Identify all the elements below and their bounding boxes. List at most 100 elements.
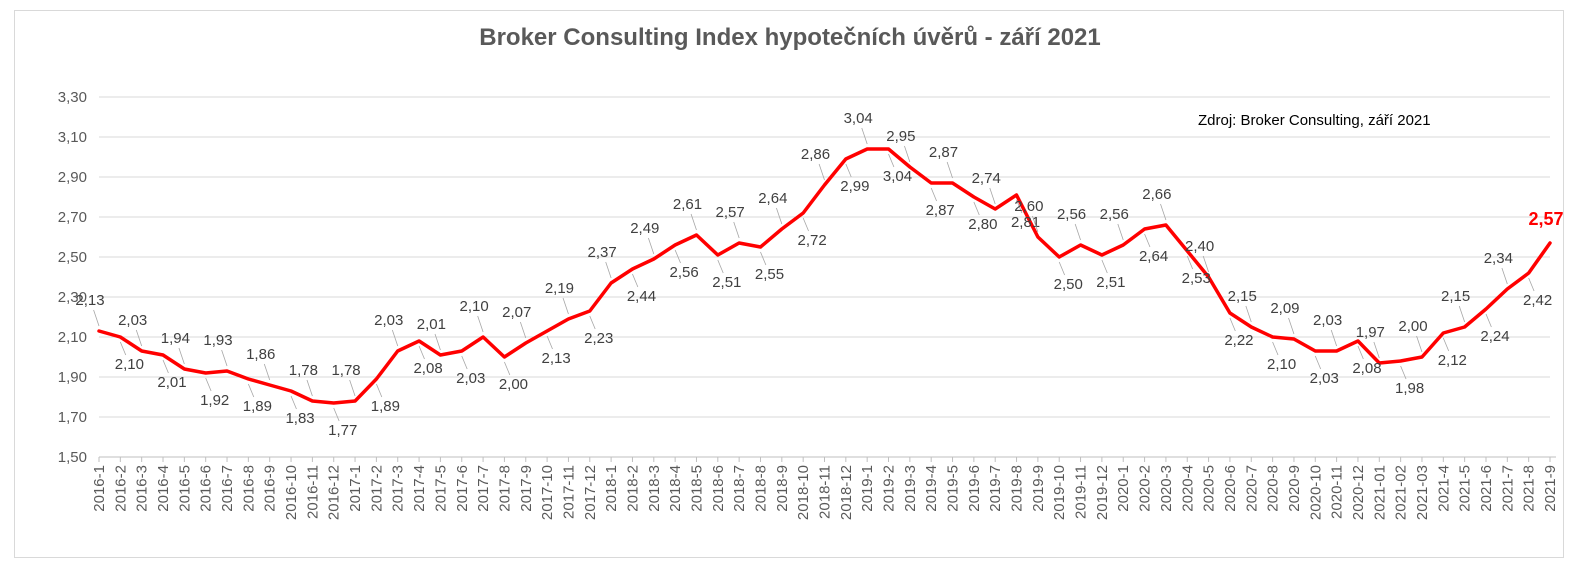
x-tick-label: 2020-7 [1243, 465, 1260, 512]
data-label-leader [1160, 203, 1167, 221]
data-label: 1,77 [328, 422, 357, 439]
data-label: 3,04 [844, 110, 873, 127]
data-label-leader [178, 347, 185, 365]
x-tick-label: 2018-9 [774, 465, 791, 512]
x-tick-label: 2018-2 [624, 465, 641, 512]
data-label-leader [888, 153, 895, 168]
data-label: 2,03 [1313, 312, 1342, 329]
x-tick-label: 2016-2 [112, 465, 129, 512]
x-tick-label: 2020-2 [1137, 465, 1154, 512]
data-label-leader [1117, 223, 1124, 241]
data-label: 2,60 [1014, 198, 1043, 215]
data-label-leader [632, 273, 639, 288]
data-label-leader [1400, 365, 1407, 380]
x-tick-label: 2019-9 [1030, 465, 1047, 512]
y-tick-label: 2,10 [58, 329, 87, 346]
data-label: 2,87 [929, 144, 958, 161]
data-label: 2,74 [972, 170, 1001, 187]
data-label: 2,03 [1310, 370, 1339, 387]
data-label: 2,22 [1224, 332, 1253, 349]
y-tick-label: 3,30 [58, 89, 87, 106]
x-tick-label: 2020-3 [1158, 465, 1175, 512]
data-label-leader [162, 359, 169, 374]
x-tick-label: 2019-11 [1073, 465, 1090, 519]
data-label-leader [461, 355, 468, 370]
data-label-leader [690, 213, 697, 231]
x-tick-label: 2021-02 [1393, 465, 1410, 520]
data-label-leader [519, 321, 527, 339]
data-label: 2,15 [1228, 288, 1257, 305]
data-label-leader [418, 345, 425, 360]
x-tick-label: 2019-10 [1051, 465, 1068, 520]
data-label: 1,83 [285, 410, 314, 427]
data-label-leader [1229, 317, 1236, 332]
data-label-leader [477, 315, 484, 333]
x-tick-label: 2018-10 [795, 465, 812, 520]
data-label-leader [861, 127, 868, 145]
data-label: 2,99 [840, 178, 869, 195]
x-tick-label: 2020-6 [1222, 465, 1239, 512]
data-label: 2,03 [374, 312, 403, 329]
data-label-leader [1442, 337, 1450, 352]
data-label-leader [802, 217, 809, 232]
y-tick-label: 3,10 [58, 129, 87, 146]
data-label-leader [1202, 255, 1209, 273]
data-label: 2,08 [413, 360, 442, 377]
x-tick-label: 2019-12 [1094, 465, 1111, 520]
data-label-leader [349, 379, 356, 397]
data-label-leader [391, 329, 399, 347]
x-tick-label: 2019-6 [966, 465, 983, 512]
data-label-leader [1288, 317, 1295, 335]
x-tick-label: 2019-4 [923, 465, 940, 512]
x-tick-label: 2020-12 [1350, 465, 1367, 520]
data-label: 2,42 [1523, 292, 1552, 309]
data-label-leader [119, 341, 127, 356]
data-label: 2,01 [417, 316, 446, 333]
y-tick-label: 2,70 [58, 209, 87, 226]
x-tick-label: 2018-4 [667, 465, 684, 512]
data-label: 2,37 [588, 244, 617, 261]
x-tick-label: 2016-11 [304, 465, 321, 519]
x-tick-label: 2021-5 [1457, 465, 1474, 512]
data-label: 2,49 [630, 220, 659, 237]
data-label: 1,89 [243, 398, 272, 415]
x-tick-label: 2018-12 [838, 465, 855, 520]
data-label: 2,53 [1182, 270, 1211, 287]
data-label: 2,72 [798, 232, 827, 249]
x-tick-label: 2017-9 [518, 465, 535, 512]
data-label: 2,09 [1270, 300, 1299, 317]
data-label: 1,98 [1395, 380, 1424, 397]
data-label-leader [760, 251, 767, 266]
data-label: 2,80 [968, 216, 997, 233]
data-label-leader [93, 309, 100, 327]
x-tick-label: 2016-1 [91, 465, 108, 512]
data-label: 2,81 [1011, 214, 1040, 231]
x-tick-label: 2020-11 [1329, 465, 1346, 519]
data-label: 2,64 [758, 190, 787, 207]
data-label: 2,87 [926, 202, 955, 219]
x-tick-label: 2018-7 [731, 465, 748, 512]
x-tick-label: 2016-5 [176, 465, 193, 512]
series-line [97, 147, 1552, 405]
x-tick-label: 2016-10 [283, 465, 300, 520]
data-label-leader [221, 349, 228, 367]
data-label: 2,95 [886, 128, 915, 145]
data-label: 2,15 [1441, 288, 1470, 305]
data-label: 2,44 [627, 288, 656, 305]
data-label-leader [263, 363, 271, 381]
x-tick-label: 2017-10 [539, 465, 556, 520]
data-label-leader [1016, 199, 1023, 214]
data-label: 1,92 [200, 392, 229, 409]
data-label-leader [605, 261, 612, 279]
data-label-leader [1245, 305, 1252, 323]
data-label-leader [717, 259, 724, 274]
data-label-leader [1144, 233, 1151, 248]
data-label: 2,24 [1480, 328, 1509, 345]
data-label-leader [333, 407, 340, 422]
data-label-leader [989, 187, 996, 205]
data-label-leader [135, 329, 143, 347]
x-tick-label: 2017-5 [432, 465, 449, 512]
data-label: 1,94 [161, 330, 190, 347]
data-label-leader [434, 333, 441, 351]
